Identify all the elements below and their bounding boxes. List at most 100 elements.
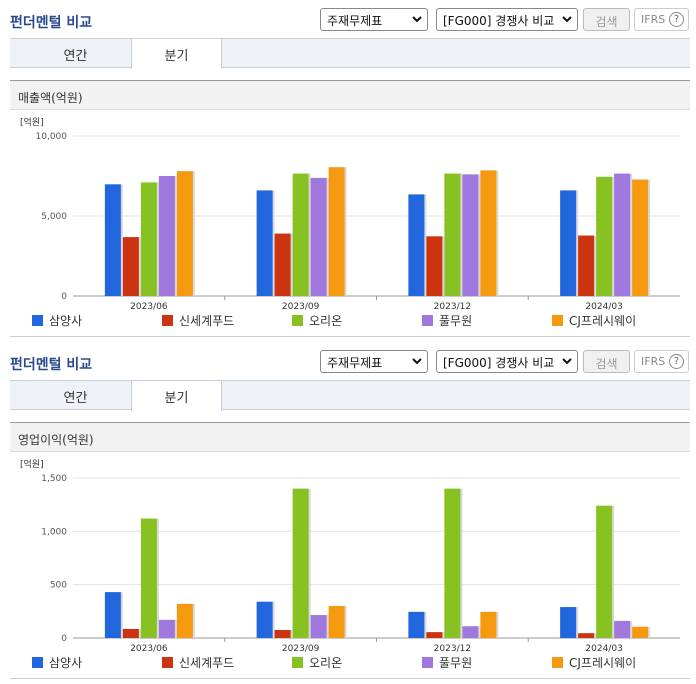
legend-swatch — [162, 657, 173, 668]
y-tick-label: 1,500 — [41, 474, 67, 484]
bar-풀무원 — [462, 626, 479, 638]
bar-CJ프레시웨이 — [176, 603, 193, 638]
tab-quarterly[interactable]: 분기 — [131, 39, 222, 69]
y-tick-label: 0 — [61, 634, 67, 644]
bar-풀무원 — [158, 176, 175, 296]
bar-삼양사 — [560, 607, 577, 638]
panel-header: 펀더멘털 비교 주재무제표 [FG000] 경쟁사 비교 검색 IFRS ? — [0, 347, 696, 377]
bar-풀무원 — [310, 177, 327, 296]
x-tick-label: 2023/12 — [434, 302, 471, 312]
bar-삼양사 — [104, 184, 121, 296]
legend-swatch — [552, 315, 563, 326]
search-button[interactable]: 검색 — [583, 350, 630, 373]
bar-풀무원 — [614, 173, 631, 296]
bar-삼양사 — [408, 611, 425, 638]
bar-신세계푸드 — [578, 633, 595, 638]
legend-label: 신세계푸드 — [179, 656, 234, 670]
chevron-down-icon — [562, 358, 572, 365]
bar-풀무원 — [462, 174, 479, 296]
y-tick-label: 10,000 — [36, 132, 68, 142]
legend-label: 풀무원 — [439, 314, 472, 328]
tab-annual[interactable]: 연간 — [63, 49, 88, 64]
panel-operating-profit: 펀더멘털 비교 주재무제표 [FG000] 경쟁사 비교 검색 IFRS ? 연… — [0, 342, 696, 684]
search-button[interactable]: 검색 — [583, 8, 630, 31]
x-tick-label: 2023/09 — [282, 302, 320, 312]
legend-label: 오리온 — [309, 656, 342, 670]
bar-오리온 — [140, 182, 157, 296]
group-select[interactable]: [FG000] 경쟁사 비교 — [436, 8, 578, 31]
legend-label: 오리온 — [309, 314, 342, 328]
group-select[interactable]: [FG000] 경쟁사 비교 — [436, 350, 578, 373]
bar-삼양사 — [104, 592, 121, 638]
bar-오리온 — [596, 505, 613, 638]
bar-삼양사 — [408, 194, 425, 296]
statement-select-value: 주재무제표 — [327, 356, 383, 370]
bar-CJ프레시웨이 — [176, 171, 193, 296]
section-title: 영업이익(억원) — [10, 422, 690, 452]
bar-신세계푸드 — [122, 237, 139, 296]
statement-select-value: 주재무제표 — [327, 14, 383, 28]
bar-오리온 — [444, 488, 461, 638]
x-tick-label: 2023/09 — [282, 644, 320, 654]
legend-label: CJ프레시웨이 — [569, 656, 636, 670]
legend-swatch — [32, 657, 43, 668]
legend-swatch — [292, 315, 303, 326]
bar-신세계푸드 — [274, 630, 291, 638]
period-tabs: 연간 분기 — [10, 38, 690, 69]
ifrs-button[interactable]: IFRS ? — [634, 350, 689, 373]
tab-annual[interactable]: 연간 — [63, 391, 88, 406]
help-icon[interactable]: ? — [669, 354, 684, 369]
divider — [10, 336, 690, 337]
group-select-value: [FG000] 경쟁사 비교 — [443, 356, 555, 370]
bar-오리온 — [292, 173, 309, 296]
help-icon[interactable]: ? — [669, 12, 684, 27]
bar-CJ프레시웨이 — [480, 170, 497, 296]
legend-swatch — [32, 315, 43, 326]
panel-revenue: 펀더멘털 비교 주재무제표 [FG000] 경쟁사 비교 검색 IFRS ? 연… — [0, 5, 696, 337]
legend-swatch — [162, 315, 173, 326]
legend-label: 신세계푸드 — [179, 314, 234, 328]
ifrs-button[interactable]: IFRS ? — [634, 8, 689, 31]
legend-label: CJ프레시웨이 — [569, 314, 636, 328]
y-unit-label: [억원] — [20, 116, 44, 128]
ifrs-label: IFRS — [641, 13, 666, 26]
x-tick-label: 2024/03 — [585, 644, 622, 654]
chevron-down-icon — [412, 358, 422, 365]
x-tick-label: 2023/06 — [130, 644, 168, 654]
x-tick-label: 2024/03 — [585, 302, 622, 312]
statement-select[interactable]: 주재무제표 — [320, 350, 428, 373]
bar-CJ프레시웨이 — [632, 626, 649, 638]
bar-삼양사 — [560, 190, 577, 296]
ifrs-label: IFRS — [641, 355, 666, 368]
y-unit-label: [억원] — [20, 458, 44, 470]
panel-title: 펀더멘털 비교 — [10, 15, 93, 31]
bar-오리온 — [596, 176, 613, 296]
tab-quarterly[interactable]: 분기 — [131, 381, 222, 411]
period-tabs: 연간 분기 — [10, 380, 690, 411]
bar-CJ프레시웨이 — [328, 606, 345, 638]
y-tick-label: 500 — [50, 581, 67, 591]
chevron-down-icon — [412, 16, 422, 23]
divider — [10, 678, 690, 679]
bar-신세계푸드 — [274, 233, 291, 296]
bar-오리온 — [292, 488, 309, 638]
panel-header: 펀더멘털 비교 주재무제표 [FG000] 경쟁사 비교 검색 IFRS ? — [0, 5, 696, 35]
chevron-down-icon — [562, 16, 572, 23]
statement-select[interactable]: 주재무제표 — [320, 8, 428, 31]
bar-CJ프레시웨이 — [328, 167, 345, 296]
bar-오리온 — [444, 173, 461, 296]
legend-label: 풀무원 — [439, 656, 472, 670]
legend-swatch — [422, 657, 433, 668]
bar-신세계푸드 — [122, 628, 139, 638]
x-tick-label: 2023/12 — [434, 644, 471, 654]
operating-profit-chart: [억원] 0 500 1,000 1,500 2023/06 2023/09 2023/12 2… — [20, 458, 680, 670]
legend-swatch — [552, 657, 563, 668]
bar-풀무원 — [614, 620, 631, 638]
legend-swatch — [422, 315, 433, 326]
y-tick-label: 0 — [61, 292, 67, 302]
legend-label: 삼양사 — [49, 656, 82, 670]
section-title: 매출액(억원) — [10, 80, 690, 110]
revenue-chart: [억원] 0 5,000 10,000 2023/06 2023/09 2023/12 202… — [20, 116, 680, 328]
y-tick-label: 5,000 — [41, 212, 67, 222]
bar-신세계푸드 — [426, 236, 443, 296]
